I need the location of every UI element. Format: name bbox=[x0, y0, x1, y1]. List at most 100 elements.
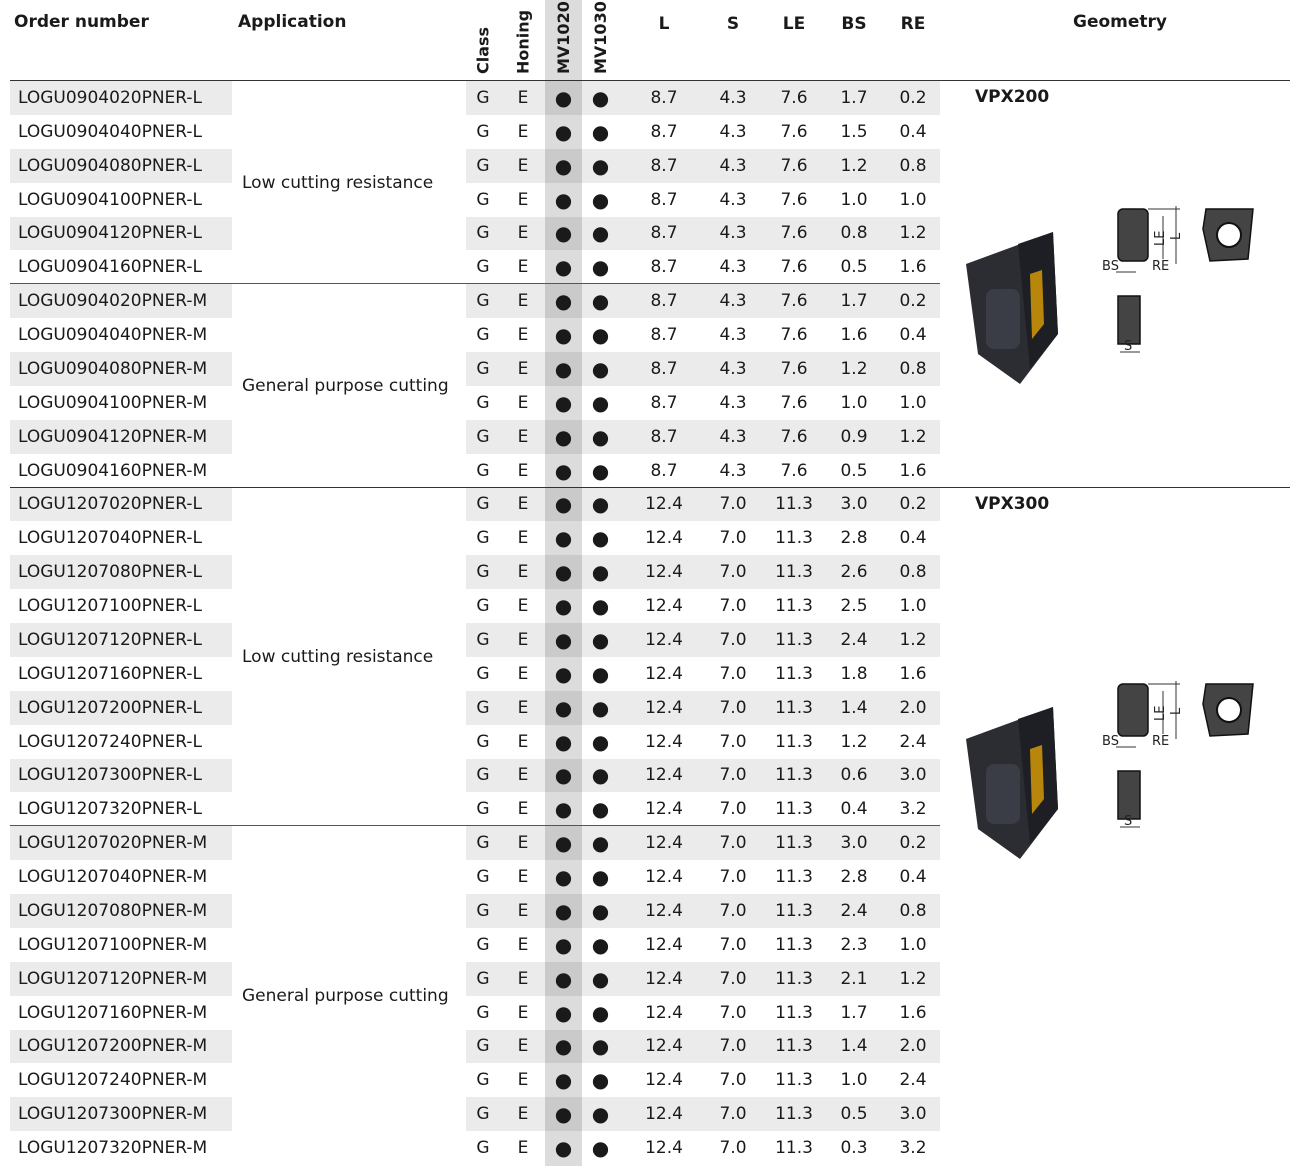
cell-order-number: LOGU0904100PNER-L bbox=[10, 183, 232, 217]
cell-l: 8.7 bbox=[628, 284, 700, 318]
cell-le: 11.3 bbox=[766, 759, 822, 793]
header-order-number: Order number bbox=[14, 12, 149, 32]
cell-mv1030: ● bbox=[582, 928, 619, 962]
cell-bs: 0.4 bbox=[822, 792, 886, 826]
cell-bs: 1.7 bbox=[822, 284, 886, 318]
cell-mv1030: ● bbox=[582, 1131, 619, 1165]
cell-mv1020: ● bbox=[545, 420, 582, 454]
cell-s: 7.0 bbox=[700, 962, 766, 996]
cell-honing: E bbox=[505, 250, 541, 284]
cell-class: G bbox=[466, 250, 500, 284]
cell-re: 1.2 bbox=[886, 420, 940, 454]
cell-le: 11.3 bbox=[766, 488, 822, 522]
cell-order-number: LOGU1207020PNER-L bbox=[10, 488, 232, 522]
cell-class: G bbox=[466, 657, 500, 691]
cell-order-number: LOGU0904020PNER-M bbox=[10, 284, 232, 318]
cell-order-number: LOGU1207300PNER-M bbox=[10, 1097, 232, 1131]
cell-mv1020: ● bbox=[545, 860, 582, 894]
cell-honing: E bbox=[505, 115, 541, 149]
cell-mv1020: ● bbox=[545, 318, 582, 352]
cell-mv1030: ● bbox=[582, 488, 619, 522]
diagram-label: BS bbox=[1102, 734, 1119, 749]
cell-mv1020: ● bbox=[545, 792, 582, 826]
cell-s: 7.0 bbox=[700, 1097, 766, 1131]
cell-l: 12.4 bbox=[628, 759, 700, 793]
cell-mv1020: ● bbox=[545, 928, 582, 962]
cell-order-number: LOGU0904160PNER-L bbox=[10, 250, 232, 284]
cell-class: G bbox=[466, 996, 500, 1030]
cell-honing: E bbox=[505, 1063, 541, 1097]
cell-order-number: LOGU1207320PNER-M bbox=[10, 1131, 232, 1165]
cell-bs: 1.0 bbox=[822, 183, 886, 217]
cell-order-number: LOGU0904020PNER-L bbox=[10, 81, 232, 115]
cell-class: G bbox=[466, 555, 500, 589]
cell-mv1020: ● bbox=[545, 759, 582, 793]
cell-class: G bbox=[466, 217, 500, 251]
cell-s: 7.0 bbox=[700, 555, 766, 589]
cell-le: 7.6 bbox=[766, 149, 822, 183]
cell-order-number: LOGU1207200PNER-M bbox=[10, 1030, 232, 1064]
cell-bs: 0.6 bbox=[822, 759, 886, 793]
cell-s: 4.3 bbox=[700, 183, 766, 217]
cell-order-number: LOGU1207160PNER-M bbox=[10, 996, 232, 1030]
cell-le: 7.6 bbox=[766, 318, 822, 352]
header-application: Application bbox=[238, 12, 346, 32]
cell-class: G bbox=[466, 1131, 500, 1165]
cell-s: 7.0 bbox=[700, 589, 766, 623]
cell-honing: E bbox=[505, 725, 541, 759]
cell-honing: E bbox=[505, 454, 541, 488]
cell-re: 0.4 bbox=[886, 860, 940, 894]
cell-s: 7.0 bbox=[700, 996, 766, 1030]
cell-re: 1.0 bbox=[886, 183, 940, 217]
cell-honing: E bbox=[505, 217, 541, 251]
cell-l: 12.4 bbox=[628, 521, 700, 555]
cell-le: 11.3 bbox=[766, 996, 822, 1030]
cell-mv1030: ● bbox=[582, 420, 619, 454]
cell-mv1030: ● bbox=[582, 996, 619, 1030]
cell-mv1020: ● bbox=[545, 454, 582, 488]
cell-class: G bbox=[466, 759, 500, 793]
cell-mv1030: ● bbox=[582, 962, 619, 996]
cell-order-number: LOGU1207240PNER-M bbox=[10, 1063, 232, 1097]
cell-mv1030: ● bbox=[582, 81, 619, 115]
cell-bs: 0.8 bbox=[822, 217, 886, 251]
cell-honing: E bbox=[505, 386, 541, 420]
cell-bs: 1.5 bbox=[822, 115, 886, 149]
cell-mv1030: ● bbox=[582, 792, 619, 826]
cell-l: 12.4 bbox=[628, 1131, 700, 1165]
cell-le: 11.3 bbox=[766, 589, 822, 623]
cell-mv1030: ● bbox=[582, 1063, 619, 1097]
cell-mv1020: ● bbox=[545, 826, 582, 860]
cell-honing: E bbox=[505, 1131, 541, 1165]
cell-mv1020: ● bbox=[545, 657, 582, 691]
cell-le: 7.6 bbox=[766, 183, 822, 217]
cell-mv1030: ● bbox=[582, 115, 619, 149]
cell-re: 3.2 bbox=[886, 792, 940, 826]
cell-le: 11.3 bbox=[766, 962, 822, 996]
cell-mv1030: ● bbox=[582, 250, 619, 284]
cell-mv1020: ● bbox=[545, 1097, 582, 1131]
cell-re: 1.0 bbox=[886, 589, 940, 623]
cell-honing: E bbox=[505, 759, 541, 793]
cell-honing: E bbox=[505, 318, 541, 352]
cell-s: 4.3 bbox=[700, 352, 766, 386]
cell-mv1030: ● bbox=[582, 826, 619, 860]
cell-s: 7.0 bbox=[700, 691, 766, 725]
cell-bs: 1.7 bbox=[822, 81, 886, 115]
cell-honing: E bbox=[505, 1030, 541, 1064]
page: {"header": {"order_number": "Order numbe… bbox=[0, 0, 1290, 1166]
cell-honing: E bbox=[505, 623, 541, 657]
cell-s: 7.0 bbox=[700, 894, 766, 928]
cell-bs: 1.2 bbox=[822, 725, 886, 759]
cell-mv1020: ● bbox=[545, 217, 582, 251]
cell-l: 12.4 bbox=[628, 962, 700, 996]
cell-bs: 2.8 bbox=[822, 860, 886, 894]
cell-s: 7.0 bbox=[700, 860, 766, 894]
cell-l: 12.4 bbox=[628, 792, 700, 826]
cell-s: 4.3 bbox=[700, 420, 766, 454]
cell-order-number: LOGU1207120PNER-M bbox=[10, 962, 232, 996]
cell-class: G bbox=[466, 894, 500, 928]
cell-bs: 0.5 bbox=[822, 1097, 886, 1131]
cell-order-number: LOGU0904120PNER-M bbox=[10, 420, 232, 454]
diagram-label: RE bbox=[1152, 734, 1169, 749]
